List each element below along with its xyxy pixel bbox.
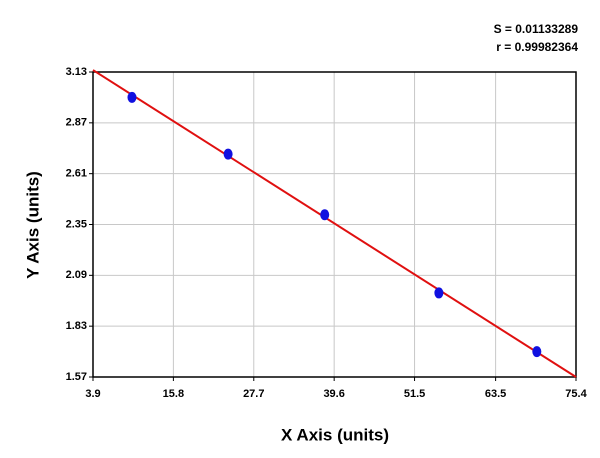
data-point — [434, 287, 444, 299]
y-tick-label: 2.61 — [66, 168, 87, 180]
fit-line — [92, 69, 577, 378]
data-point — [320, 209, 330, 221]
data-point — [127, 91, 137, 103]
x-tick-label: 15.8 — [163, 388, 184, 400]
y-tick-label: 1.83 — [66, 320, 87, 332]
data-point — [223, 148, 233, 160]
y-axis-title: Y Axis (units) — [23, 171, 42, 279]
y-tick-label: 1.57 — [66, 371, 87, 383]
y-tick-label: 2.35 — [66, 218, 87, 230]
y-tick-label: 2.09 — [66, 269, 87, 281]
annotation: S = 0.01133289 — [494, 22, 579, 36]
y-tick-label: 3.13 — [66, 66, 87, 78]
x-tick-label: 3.9 — [85, 388, 100, 400]
annotation: r = 0.99982364 — [496, 40, 578, 54]
x-tick-label: 51.5 — [404, 388, 425, 400]
plot-border — [92, 71, 577, 378]
y-tick-label: 2.87 — [66, 117, 87, 129]
x-tick-label: 63.5 — [485, 388, 506, 400]
x-tick-label: 75.4 — [565, 388, 587, 400]
data-point — [532, 346, 542, 358]
x-axis-title: X Axis (units) — [281, 425, 389, 444]
x-tick-label: 39.6 — [323, 388, 344, 400]
x-tick-label: 27.7 — [243, 388, 264, 400]
